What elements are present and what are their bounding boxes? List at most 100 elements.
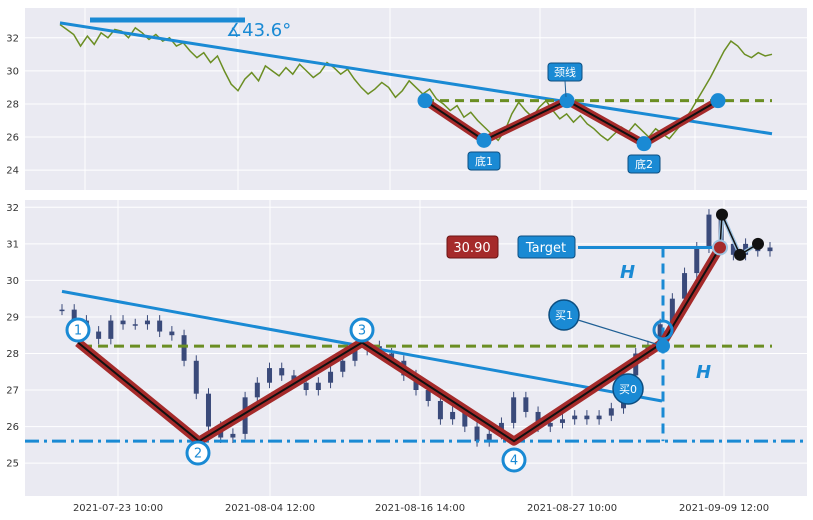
- candle-body-5: [120, 320, 126, 325]
- candle-body-20: [303, 382, 309, 391]
- pivot-circle-3: [349, 317, 375, 343]
- candle-body-12: [205, 393, 211, 427]
- candle-body-58: [767, 247, 773, 252]
- height-label-upper: H: [620, 262, 635, 283]
- bottom-x-tick-2: 2021-08-16 14:00: [375, 503, 465, 514]
- candle-body-45: [608, 408, 614, 416]
- candle-body-38: [523, 397, 529, 412]
- candle-body-9: [169, 331, 175, 336]
- top-trendline: [59, 21, 773, 136]
- top-panel: 24 26 28 30 32 ∡43.6° 颈线 底1 底2: [6, 8, 807, 190]
- candle-body-43: [584, 415, 590, 420]
- target-marker: [712, 239, 728, 256]
- top-y-axis: 24 26 28 30 32: [6, 33, 19, 176]
- bottom-y-tick-6: 31: [6, 239, 19, 250]
- buy0-annotation: 买0: [612, 373, 644, 405]
- candle-body-51: [682, 273, 688, 299]
- buy1-annotation: 买1: [548, 299, 657, 345]
- candle-body-50: [669, 298, 675, 325]
- candle-body-34: [474, 426, 480, 442]
- pivot-label-1: 1: [74, 324, 82, 339]
- top-pattern-marker-0: [417, 93, 433, 109]
- candle-body-39: [535, 411, 541, 427]
- candle-body-44: [596, 415, 602, 420]
- candle-body-52: [694, 247, 700, 274]
- bottom-y-tick-3: 28: [6, 349, 19, 360]
- candle-body-18: [279, 368, 285, 376]
- target-box: Target: [517, 235, 576, 259]
- breakout-marker: [656, 339, 670, 353]
- buy1-pointer: [577, 319, 657, 345]
- top-pattern-marker-2: [559, 93, 575, 109]
- candle-body-31: [437, 400, 443, 420]
- projection-marker-2: [734, 248, 746, 261]
- buy1-label: 买1: [555, 309, 573, 322]
- bottom2-annotation: 底2: [627, 154, 661, 174]
- pivot-circle-4: [501, 447, 527, 473]
- pivot-label-3: 3: [358, 324, 366, 339]
- candle-body-42: [572, 415, 578, 420]
- angle-label: ∡43.6°: [226, 20, 291, 41]
- target-box-label: Target: [525, 241, 566, 256]
- candle-body-40: [547, 422, 553, 427]
- bottom-x-tick-0: 2021-07-23 10:00: [73, 503, 163, 514]
- bottom2-tag-label: 底2: [635, 157, 653, 171]
- target-box-background: [517, 235, 576, 259]
- price-box: 30.90: [446, 235, 499, 259]
- pivot-circle-2: [185, 440, 211, 466]
- top-y-tick-2: 28: [6, 99, 19, 110]
- neck-annotation: 颈线: [547, 62, 583, 98]
- bottom1-tag: [467, 151, 501, 171]
- pivot-label-4: 4: [510, 454, 518, 469]
- bottom-x-tick-4: 2021-09-09 12:00: [679, 503, 769, 514]
- bottom-x-tick-3: 2021-08-27 10:00: [527, 503, 617, 514]
- top-y-tick-1: 26: [6, 133, 19, 144]
- price-box-background: [446, 235, 499, 259]
- bottom-y-tick-0: 25: [6, 459, 19, 470]
- bottom-grid: [25, 200, 807, 496]
- candle-body-41: [559, 419, 565, 423]
- projection-tail-core: [719, 214, 759, 256]
- pivot-markers: 1 2 3 4: [65, 317, 674, 473]
- candle-body-30: [425, 390, 431, 401]
- top-grid: [25, 8, 807, 190]
- top-price-line: [59, 23, 773, 142]
- candle-body-23: [340, 360, 346, 372]
- candle-body-0: [59, 309, 65, 312]
- bottom-x-tick-1: 2021-08-04 12:00: [225, 503, 315, 514]
- candle-body-22: [328, 371, 334, 383]
- neck-tag-label: 颈线: [554, 65, 576, 79]
- candle-body-37: [511, 397, 517, 423]
- projection-marker-3: [752, 237, 764, 250]
- projection-markers: [712, 208, 764, 261]
- candle-body-16: [254, 382, 260, 398]
- bottom-panel-background: [25, 200, 807, 496]
- candle-body-33: [462, 411, 468, 427]
- pivot-label-2: 2: [194, 447, 202, 462]
- bottom-x-axis: 2021-07-23 10:00 2021-08-04 12:00 2021-08-…: [73, 503, 769, 514]
- candle-body-35: [486, 433, 492, 442]
- bottom-y-tick-2: 27: [6, 386, 19, 397]
- bottom-y-tick-4: 29: [6, 312, 19, 323]
- candle-body-6: [132, 324, 138, 326]
- buy1-marker: [548, 299, 580, 331]
- candle-body-21: [315, 382, 321, 391]
- top-pattern-markers: [417, 93, 726, 152]
- top-pattern-marker-3: [636, 136, 652, 152]
- pivot-circle-1: [65, 317, 91, 343]
- buy0-marker: [612, 373, 644, 405]
- candle-body-17: [267, 368, 273, 383]
- candle-body-3: [96, 331, 102, 339]
- top-y-tick-3: 30: [6, 66, 19, 77]
- bottom-y-tick-1: 26: [6, 422, 19, 433]
- bottom1-annotation: 底1: [467, 151, 501, 171]
- height-label-lower: H: [696, 362, 711, 383]
- candle-body-7: [144, 320, 150, 325]
- candle-body-32: [450, 411, 456, 420]
- candle-body-49: [657, 324, 663, 347]
- candle-body-24: [352, 349, 358, 361]
- buy0-label: 买0: [619, 383, 637, 396]
- top-y-tick-0: 24: [6, 166, 19, 177]
